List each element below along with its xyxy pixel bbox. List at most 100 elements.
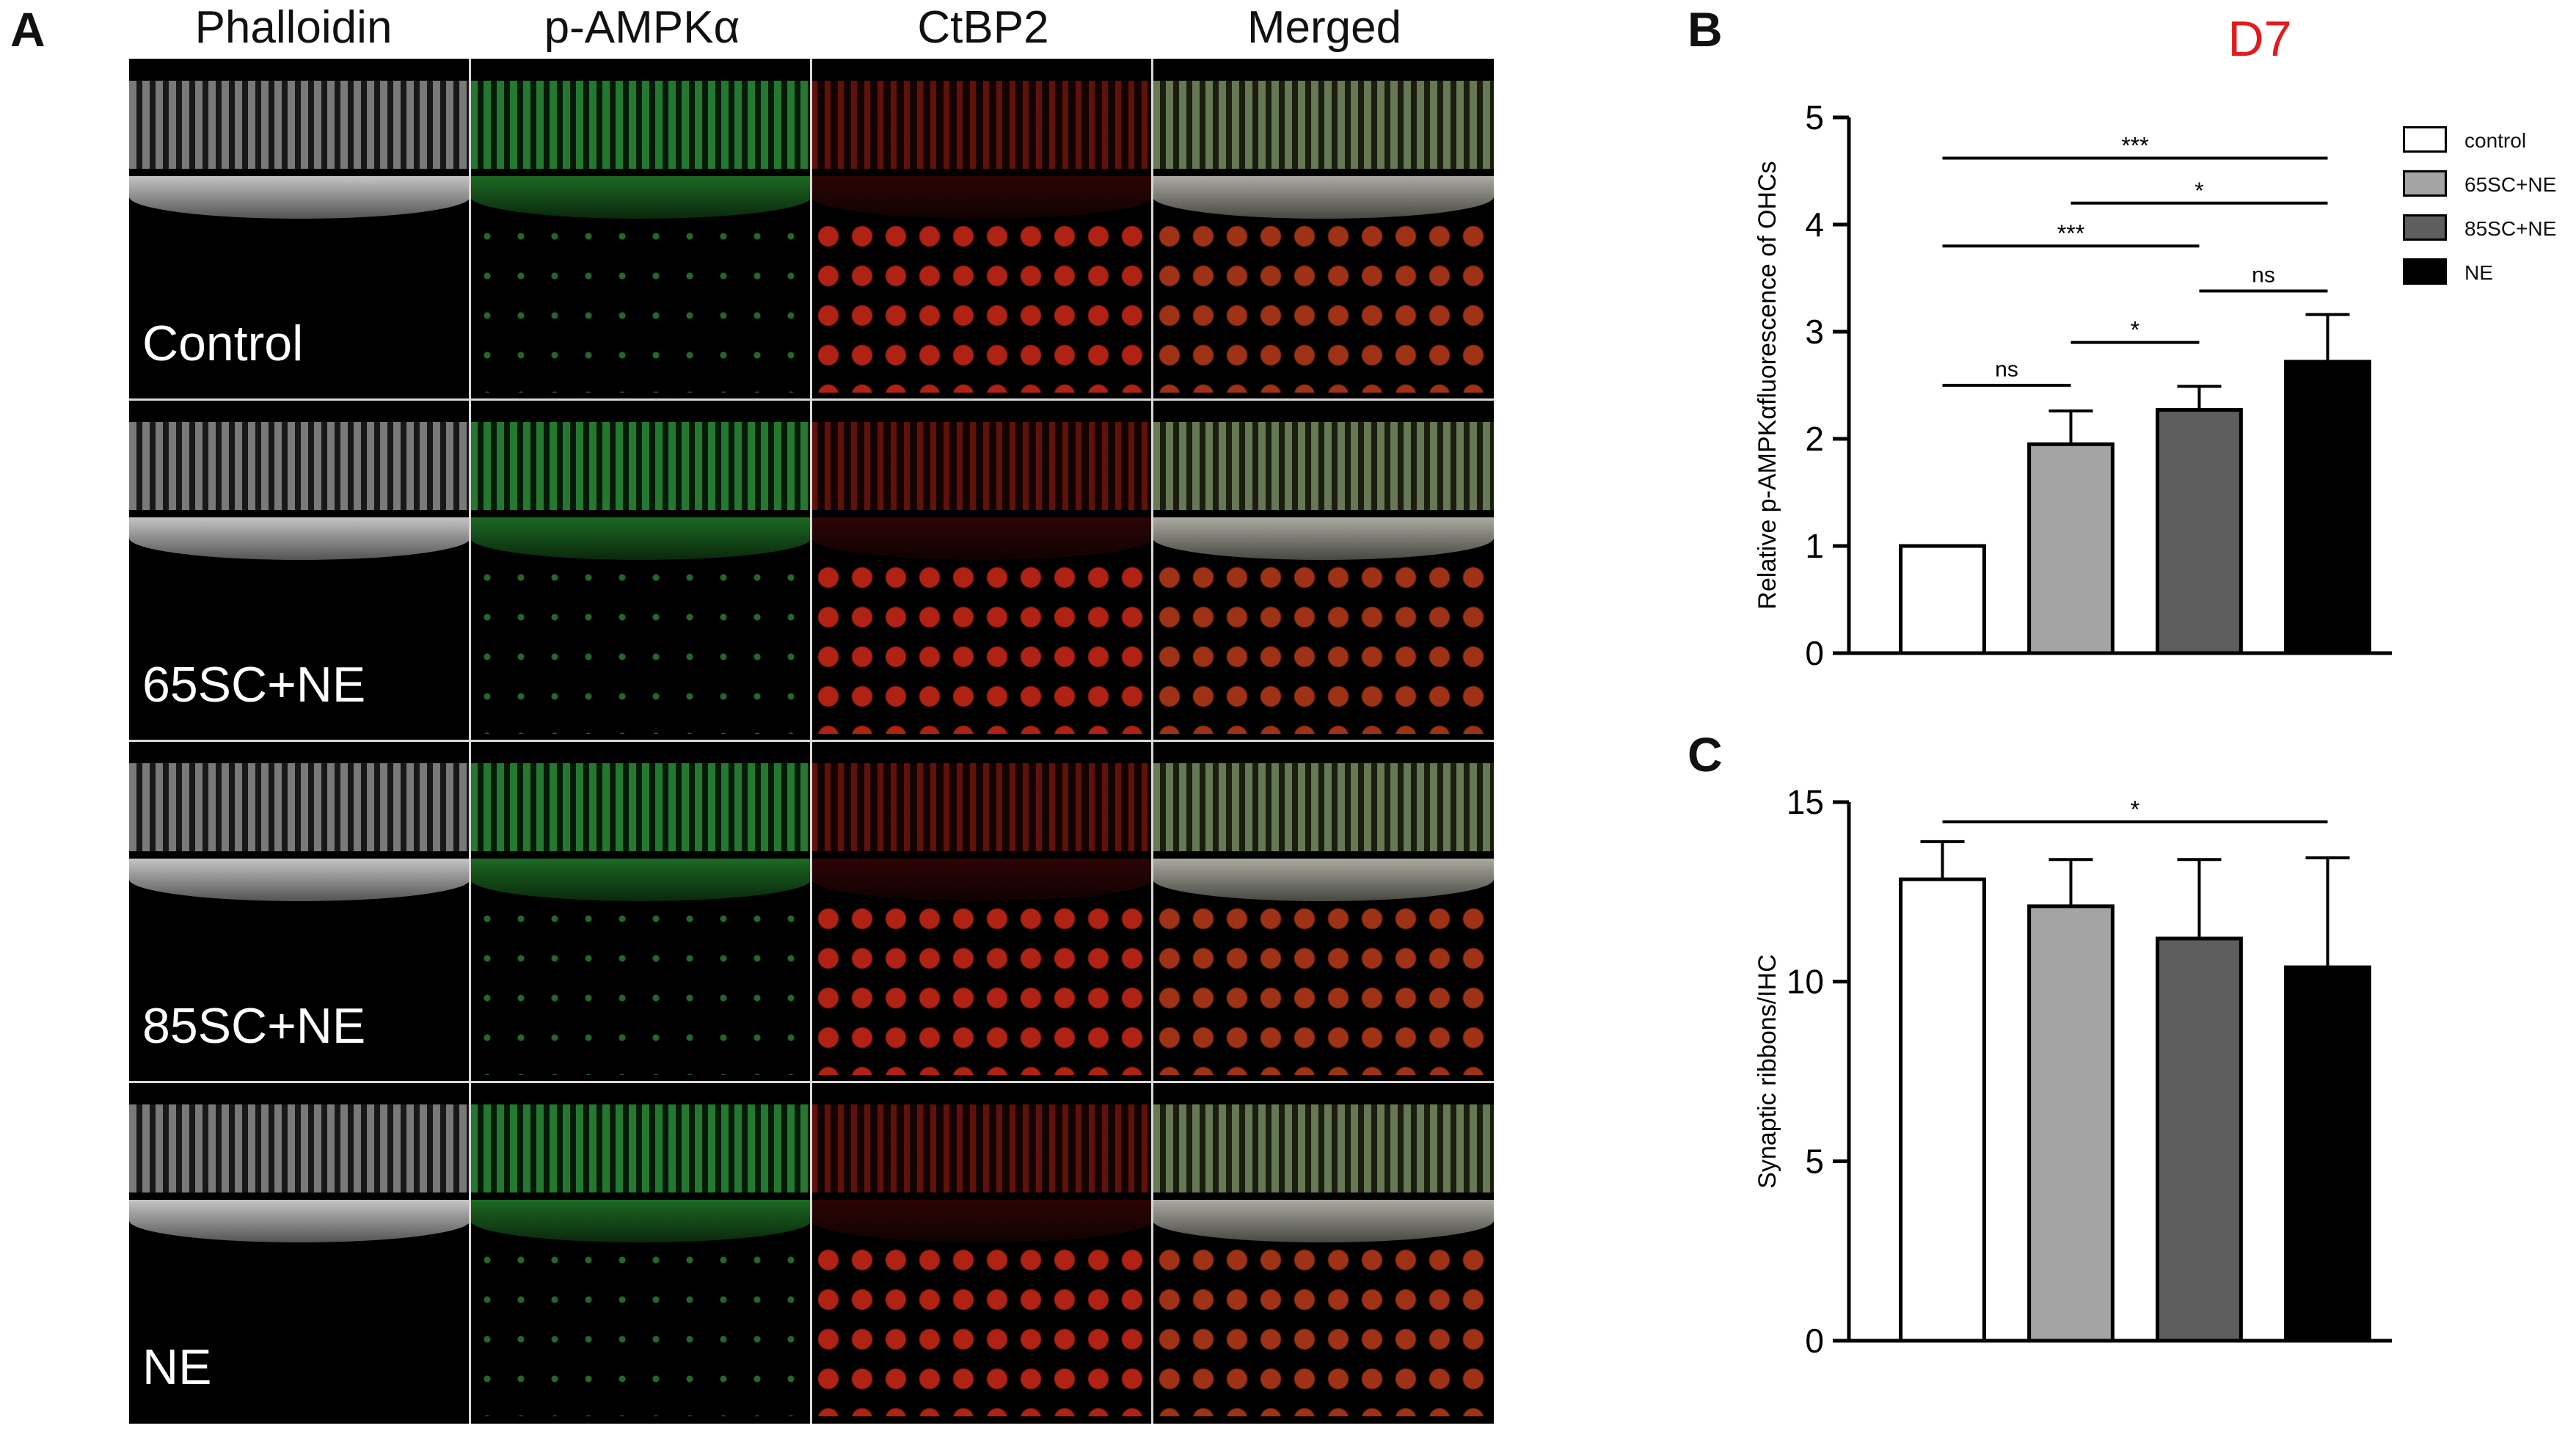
- ihc-band: [129, 1200, 470, 1242]
- nuclei-pattern: [470, 899, 811, 1075]
- micrograph-red-2: [811, 400, 1153, 741]
- micrograph-gray-2: 65SC+NE: [129, 400, 470, 741]
- legend-item: control: [2403, 126, 2576, 156]
- row-label: 65SC+NE: [142, 657, 366, 713]
- bar-85SC+NE: [2156, 408, 2243, 655]
- chart-b-title: D7: [2227, 11, 2292, 67]
- legend-label: 85SC+NE: [2464, 217, 2557, 240]
- bar-65SC+NE: [2027, 442, 2115, 655]
- y-tick-label: 10: [1787, 963, 1824, 1001]
- nuclei-pattern: [1153, 899, 1494, 1075]
- ihc-band: [1153, 176, 1494, 219]
- legend-item: NE: [2403, 258, 2576, 288]
- y-tick-label: 5: [1805, 1142, 1824, 1180]
- ohc-band: [811, 763, 1153, 851]
- row-label: 85SC+NE: [142, 998, 366, 1054]
- micrograph-merged-3: [1153, 741, 1494, 1082]
- legend-label: control: [2464, 129, 2527, 152]
- ihc-band: [1153, 859, 1494, 901]
- ihc-band: [470, 859, 811, 901]
- column-header-merged: Merged: [1247, 2, 1402, 53]
- significance-label: *: [2131, 796, 2139, 823]
- ohc-band: [470, 763, 811, 851]
- micrograph-green-1: [470, 59, 811, 400]
- micrograph-green-2: [470, 400, 811, 741]
- bar-NE: [2284, 360, 2371, 655]
- y-tick-label: 5: [1805, 98, 1824, 136]
- ohc-band: [470, 422, 811, 510]
- ihc-band: [470, 176, 811, 219]
- y-axis-label: Synaptic ribbons/IHC: [1754, 954, 1781, 1188]
- ihc-band: [470, 517, 811, 560]
- legend-label: 65SC+NE: [2464, 173, 2557, 196]
- ihc-band: [1153, 1200, 1494, 1242]
- legend-swatch: [2403, 126, 2447, 153]
- grid-divider: [129, 1081, 1494, 1083]
- column-header-gray: Phalloidin: [194, 2, 393, 53]
- micrograph-merged-4: [1153, 1082, 1494, 1424]
- bar-control: [1899, 877, 1986, 1343]
- y-tick-label: 2: [1805, 420, 1824, 458]
- ihc-band: [129, 517, 470, 560]
- ohc-band: [129, 1104, 470, 1192]
- ihc-band: [811, 859, 1153, 901]
- legend-item: 65SC+NE: [2403, 170, 2576, 200]
- nuclei-pattern: [811, 899, 1153, 1075]
- bar-control: [1899, 544, 1986, 655]
- legend-swatch: [2403, 170, 2447, 197]
- grid-divider: [129, 740, 1494, 742]
- bar-65SC+NE: [2027, 904, 2115, 1343]
- panel-c-letter: C: [1687, 727, 1723, 782]
- y-tick-label: 4: [1805, 205, 1824, 244]
- micrograph-gray-4: NE: [129, 1082, 470, 1424]
- ohc-band: [811, 422, 1153, 510]
- ihc-band: [129, 176, 470, 219]
- micrograph-merged-2: [1153, 400, 1494, 741]
- significance-label: *: [2131, 317, 2139, 343]
- ohc-band: [129, 763, 470, 851]
- micrograph-gray-3: 85SC+NE: [129, 741, 470, 1082]
- column-header-green: p-AMPKα: [544, 2, 740, 53]
- significance-label: *: [2194, 178, 2203, 204]
- row-label: NE: [142, 1339, 212, 1395]
- ohc-band: [811, 1104, 1153, 1192]
- nuclei-pattern: [470, 558, 811, 734]
- ihc-band: [470, 1200, 811, 1242]
- ohc-band: [470, 81, 811, 169]
- significance-label: ns: [2252, 263, 2275, 288]
- nuclei-pattern: [1153, 1240, 1494, 1416]
- ihc-band: [811, 517, 1153, 560]
- nuclei-pattern: [811, 1240, 1153, 1416]
- y-tick-label: 15: [1787, 783, 1824, 821]
- significance-label: ***: [2121, 132, 2148, 159]
- micrograph-red-3: [811, 741, 1153, 1082]
- chart-b-ampk-fluorescence: 0 1 2 3 4 5 Relative p-AMPKαfluorescence of OH…: [1754, 98, 2392, 672]
- significance-label: ***: [2057, 220, 2084, 247]
- y-tick-label: 0: [1805, 634, 1824, 672]
- micrograph-green-3: [470, 741, 811, 1082]
- ohc-band: [129, 81, 470, 169]
- grid-divider: [129, 398, 1494, 401]
- ohc-band: [470, 1104, 811, 1192]
- ohc-band: [1153, 763, 1494, 851]
- bar-85SC+NE: [2156, 936, 2243, 1343]
- legend-swatch: [2403, 258, 2447, 285]
- ohc-band: [811, 81, 1153, 169]
- row-label: Control: [142, 316, 304, 371]
- bar-NE: [2284, 965, 2371, 1343]
- legend-label: NE: [2464, 261, 2493, 284]
- micrograph-green-4: [470, 1082, 811, 1424]
- micrograph-gray-1: Control: [129, 59, 470, 400]
- y-tick-label: 0: [1805, 1322, 1824, 1360]
- y-tick-label: 3: [1805, 313, 1824, 351]
- ihc-band: [811, 176, 1153, 219]
- ihc-band: [129, 859, 470, 901]
- ohc-band: [1153, 422, 1494, 510]
- legend-swatch: [2403, 214, 2447, 241]
- y-tick-label: 1: [1805, 527, 1824, 565]
- ihc-band: [811, 1200, 1153, 1242]
- panel-a-letter: A: [10, 2, 45, 57]
- micrograph-grid: Control 65SC+NE 85SC+NE NE: [129, 59, 1494, 1424]
- micrograph-merged-1: [1153, 59, 1494, 400]
- column-header-red: CtBP2: [917, 2, 1049, 53]
